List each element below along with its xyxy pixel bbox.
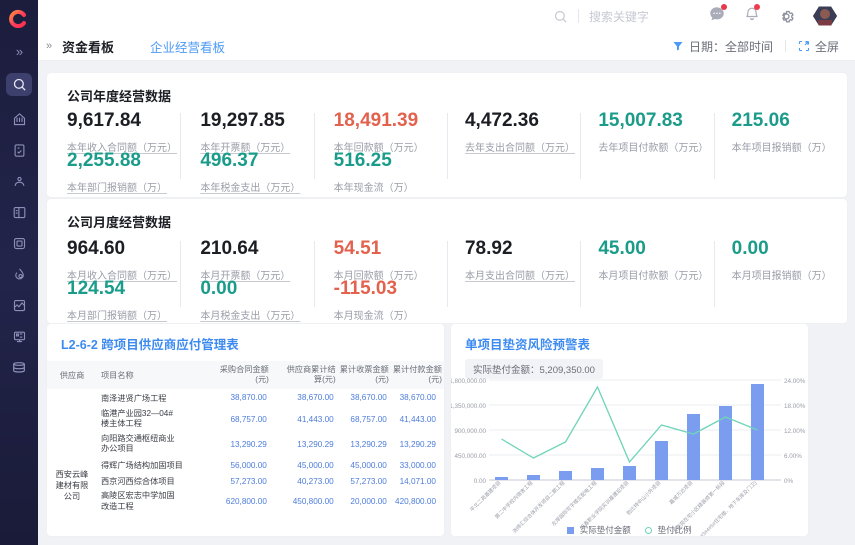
svg-text:勃比特中山小外项目: 勃比特中山小外项目 <box>625 479 662 516</box>
svg-text:0%: 0% <box>784 478 794 485</box>
svg-text:6.00%: 6.00% <box>784 453 802 460</box>
svg-text:18.00%: 18.00% <box>784 403 806 410</box>
svg-text:0.00: 0.00 <box>474 478 487 485</box>
svg-text:24.00%: 24.00% <box>784 378 806 385</box>
svg-text:1,800,000.00: 1,800,000.00 <box>451 378 486 385</box>
svg-text:嘉城万达项目: 嘉城万达项目 <box>668 479 695 506</box>
svg-text:900,000.00: 900,000.00 <box>454 428 486 435</box>
svg-text:450,000.00: 450,000.00 <box>454 453 486 460</box>
svg-text:1,350,000.00: 1,350,000.00 <box>451 403 486 410</box>
svg-text:12.00%: 12.00% <box>784 428 806 435</box>
